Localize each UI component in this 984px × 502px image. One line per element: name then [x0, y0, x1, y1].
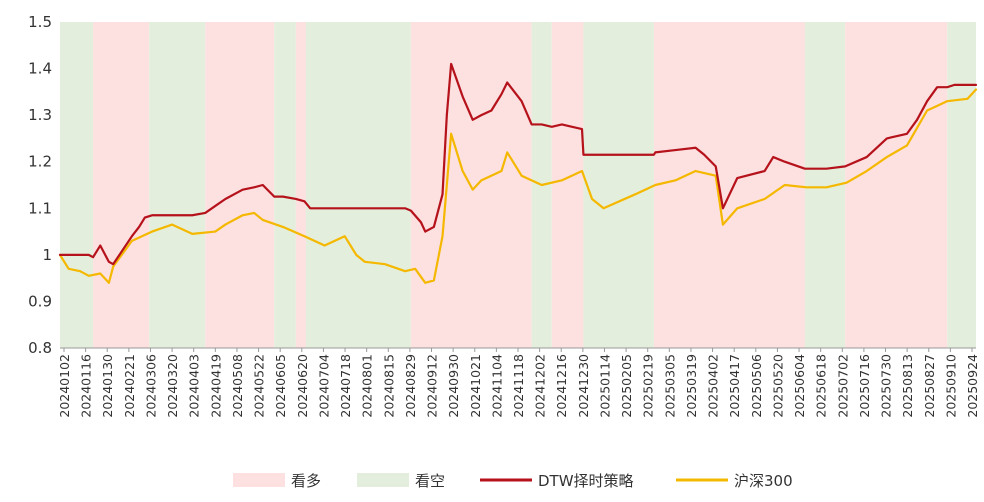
regime-band-5: [295, 22, 306, 348]
x-tick-label-27: 20250219: [641, 354, 656, 418]
y-tick-label-4: 1.2: [28, 153, 52, 171]
y-tick-label-0: 0.8: [28, 339, 52, 357]
x-tick-label-15: 20240815: [381, 354, 396, 418]
x-tick-label-17: 20240912: [425, 354, 440, 418]
x-tick-label-21: 20241118: [511, 354, 526, 418]
x-tick-label-41: 20250910: [943, 354, 958, 418]
x-tick-label-7: 20240419: [208, 354, 223, 418]
regime-band-9: [551, 22, 584, 348]
y-tick-label-1: 0.9: [28, 292, 52, 310]
y-tick-label-3: 1.1: [28, 199, 52, 217]
x-tick-label-0: 20240102: [57, 354, 72, 418]
regime-band-11: [653, 22, 805, 348]
regime-bands: [60, 22, 976, 348]
x-tick-label-34: 20250604: [792, 354, 807, 418]
x-tick-label-37: 20250716: [857, 354, 872, 418]
x-tick-label-14: 20240801: [360, 354, 375, 418]
regime-band-13: [845, 22, 948, 348]
legend-swatch-0: [233, 473, 285, 487]
x-tick-label-28: 20250305: [662, 354, 677, 418]
regime-band-10: [583, 22, 654, 348]
x-tick-label-26: 20250205: [619, 354, 634, 418]
x-tick-label-23: 20241216: [554, 354, 569, 418]
regime-band-6: [305, 22, 411, 348]
regime-band-4: [274, 22, 296, 348]
legend: 看多 看空 DTW择时策略 沪深300: [233, 472, 793, 490]
x-tick-label-12: 20240704: [316, 354, 331, 418]
regime-band-2: [149, 22, 206, 348]
x-tick-label-10: 20240605: [273, 354, 288, 418]
x-tick-label-35: 20250618: [814, 354, 829, 418]
x-tick-label-30: 20250402: [706, 354, 721, 418]
series-line-csi300: [58, 88, 978, 284]
x-tick-label-1: 20240116: [79, 354, 94, 418]
regime-band-14: [947, 22, 976, 348]
x-tick-label-19: 20241021: [468, 354, 483, 418]
axes: 0.8 0.9 1 1.1 1.2 1.3 1.4 1.5 20240102 20240116 20…: [28, 13, 980, 418]
regime-band-1: [93, 22, 150, 348]
regime-band-0: [60, 22, 94, 348]
x-tick-label-29: 20250319: [684, 354, 699, 418]
y-tick-label-5: 1.3: [28, 106, 52, 124]
x-tick-label-8: 20240508: [230, 354, 245, 418]
x-tick-label-25: 20250114: [597, 354, 612, 418]
series-line-dtw-strategy: [58, 62, 978, 266]
legend-label-2: DTW择时策略: [538, 472, 634, 490]
x-tick-label-5: 20240320: [165, 354, 180, 418]
x-tick-label-42: 20250924: [965, 354, 980, 418]
x-tick-label-40: 20250827: [922, 354, 937, 418]
x-tick-label-39: 20250813: [900, 354, 915, 418]
legend-label-1: 看空: [415, 472, 445, 490]
y-tick-label-7: 1.5: [28, 13, 52, 31]
y-tick-label-2: 1: [42, 246, 52, 264]
x-tick-label-4: 20240306: [143, 354, 158, 418]
x-tick-label-36: 20250702: [835, 354, 850, 418]
x-tick-label-13: 20240718: [338, 354, 353, 418]
x-tick-label-2: 20240130: [100, 354, 115, 418]
x-tick-label-33: 20250520: [770, 354, 785, 418]
x-tick-label-11: 20240620: [295, 354, 310, 418]
legend-label-0: 看多: [291, 472, 321, 490]
x-tick-label-22: 20241202: [533, 354, 548, 418]
x-tick-label-18: 20240930: [446, 354, 461, 418]
x-tick-label-31: 20250417: [727, 354, 742, 418]
legend-label-3: 沪深300: [734, 472, 793, 490]
x-tick-label-38: 20250730: [879, 354, 894, 418]
x-tick-label-24: 20241230: [576, 354, 591, 418]
x-tick-label-9: 20240522: [252, 354, 267, 418]
x-tick-label-16: 20240829: [403, 354, 418, 418]
x-tick-label-32: 20250506: [749, 354, 764, 418]
x-tick-label-6: 20240403: [187, 354, 202, 418]
x-tick-label-20: 20241104: [489, 354, 504, 418]
x-tick-label-3: 20240221: [122, 354, 137, 418]
legend-swatch-1: [357, 473, 409, 487]
y-tick-label-6: 1.4: [28, 60, 52, 78]
series-lines: [58, 62, 978, 284]
